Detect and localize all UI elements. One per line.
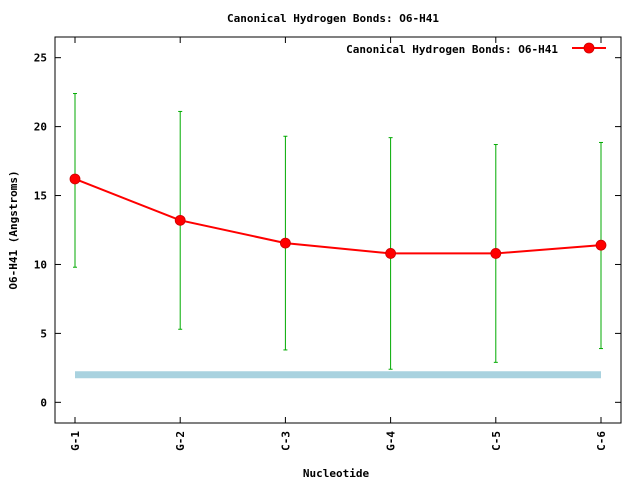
y-tick-label: 10 — [34, 258, 47, 271]
y-axis: 0 5 10 15 20 25 — [34, 52, 621, 409]
y-tick-label: 15 — [34, 190, 47, 203]
y-axis-label: O6-H41 (Angstroms) — [7, 170, 20, 289]
data-point — [174, 214, 186, 226]
y-tick-label: 25 — [34, 52, 47, 65]
data-point — [279, 237, 291, 249]
y-tick-label: 0 — [40, 396, 47, 409]
x-tick-label: C-6 — [595, 431, 608, 451]
plot-frame — [54, 36, 622, 424]
data-point — [490, 248, 502, 259]
legend-marker-sample — [583, 42, 595, 54]
error-bars — [73, 93, 603, 370]
y-tick-label: 20 — [34, 121, 47, 134]
series-line — [69, 173, 607, 259]
x-axis: G-1 G-2 C-3 G-4 C-5 C-6 — [69, 37, 608, 451]
x-tick-label: C-5 — [490, 431, 503, 451]
legend: Canonical Hydrogen Bonds: O6-H41 — [346, 42, 606, 56]
data-point — [69, 173, 81, 185]
x-tick-label: C-3 — [279, 431, 292, 451]
legend-label: Canonical Hydrogen Bonds: O6-H41 — [346, 43, 558, 56]
chart-title: Canonical Hydrogen Bonds: O6-H41 — [227, 12, 439, 25]
y-tick-label: 5 — [40, 327, 47, 340]
x-tick-label: G-1 — [69, 431, 82, 451]
series-path — [74, 178, 602, 255]
data-point — [385, 248, 397, 259]
data-point — [595, 239, 607, 251]
x-axis-label: Nucleotide — [303, 467, 370, 480]
x-tick-label: G-4 — [385, 431, 398, 451]
x-tick-label: G-2 — [174, 431, 187, 451]
